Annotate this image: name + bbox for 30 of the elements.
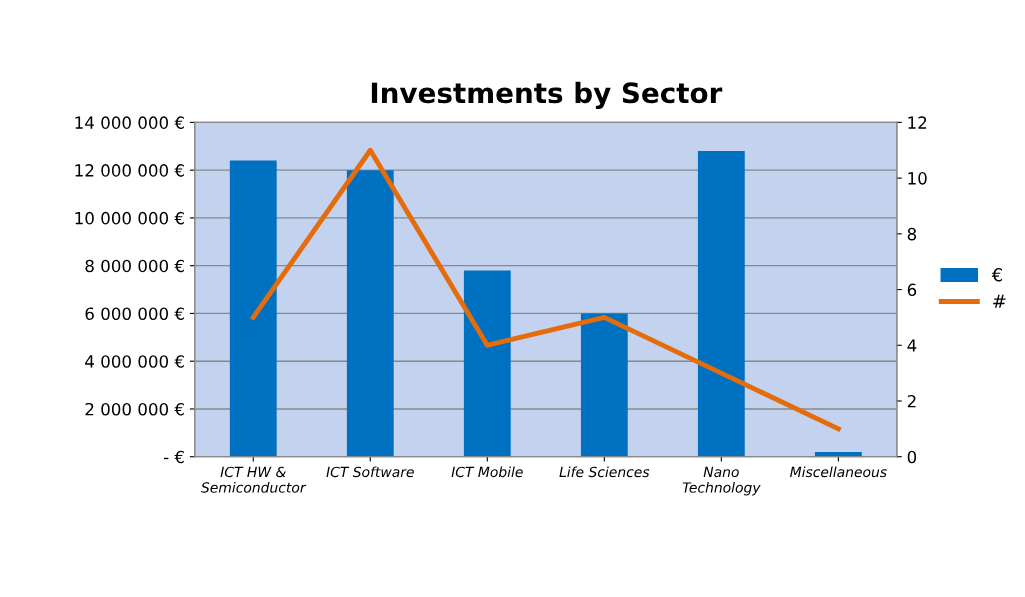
x-tick-label: Nano Technology bbox=[682, 466, 761, 496]
bar bbox=[697, 151, 745, 457]
x-tick-label: ICT Mobile bbox=[451, 466, 523, 478]
x-tick-label: Life Sciences bbox=[559, 466, 650, 478]
y-tick-label: - € bbox=[163, 450, 184, 464]
y-tick-label: 4 000 000 € bbox=[85, 355, 184, 368]
y2-tick-label: 12 bbox=[908, 116, 927, 129]
x-tick-label: ICT Software bbox=[326, 466, 414, 478]
y2-tick-label: 0 bbox=[907, 450, 917, 464]
y-tick-label: 10 000 000 € bbox=[75, 211, 184, 225]
bar bbox=[229, 160, 277, 457]
x-tick-label: Miscellaneous bbox=[790, 466, 887, 478]
y-tick-label: 6 000 000 € bbox=[85, 307, 184, 320]
y2-tick-label: 2 bbox=[907, 394, 916, 408]
y2-tick-label: 6 bbox=[907, 283, 917, 297]
y-tick-label: 12 000 000 € bbox=[75, 164, 184, 177]
bar bbox=[463, 270, 511, 457]
line-series bbox=[250, 147, 841, 432]
chart-title: Investments by Sector bbox=[371, 81, 723, 109]
y2-tick-label: 4 bbox=[907, 339, 917, 352]
x-tick-label: ICT HW & Semiconductor bbox=[201, 466, 307, 493]
y-tick-label: 8 000 000 € bbox=[85, 259, 184, 273]
y2-tick-label: 8 bbox=[907, 227, 917, 241]
bar bbox=[580, 313, 628, 457]
y-tick-label: 14 000 000 € bbox=[75, 116, 184, 129]
y2-tick-label: 10 bbox=[908, 172, 927, 185]
bar bbox=[346, 170, 394, 457]
y-tick-label: 2 000 000 € bbox=[85, 402, 184, 416]
legend-label: € bbox=[991, 267, 1003, 282]
legend-label: # bbox=[993, 294, 1006, 308]
